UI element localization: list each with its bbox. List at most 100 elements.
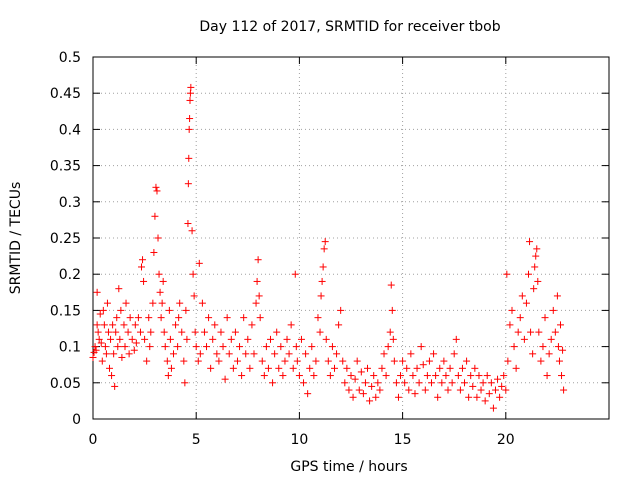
data-point (417, 343, 425, 351)
data-point (108, 372, 116, 380)
data-point (559, 346, 567, 354)
data-point (97, 339, 105, 347)
data-point (196, 350, 204, 358)
data-point (187, 83, 195, 91)
data-point (93, 321, 101, 329)
data-point (102, 350, 110, 358)
data-point (378, 364, 386, 372)
data-point (106, 364, 114, 372)
data-point (450, 350, 458, 358)
data-point (192, 343, 200, 351)
x-tick-label: 10 (290, 432, 308, 448)
data-point (502, 386, 510, 394)
data-point (527, 328, 535, 336)
data-point (389, 335, 397, 343)
data-point (423, 372, 431, 380)
data-point (209, 335, 217, 343)
data-point (185, 125, 193, 133)
data-point (198, 299, 206, 307)
data-point (115, 285, 123, 293)
data-point (289, 364, 297, 372)
data-point (353, 357, 361, 365)
x-axis-label: GPS time / hours (290, 459, 407, 475)
y-tick-label: 0 (72, 412, 81, 428)
data-point (183, 335, 191, 343)
data-point (380, 350, 388, 358)
data-point (555, 357, 563, 365)
data-point (473, 393, 481, 401)
data-point (427, 379, 435, 387)
y-tick-label: 0.3 (59, 195, 81, 211)
data-point (310, 372, 318, 380)
data-point (165, 306, 173, 314)
data-point (330, 364, 338, 372)
x-tick-labels: 0 5 10 15 20 (89, 432, 515, 448)
data-point (111, 382, 119, 390)
data-point (432, 372, 440, 380)
data-point (229, 364, 237, 372)
data-point (96, 310, 104, 318)
x-tick-label: 20 (497, 432, 515, 448)
data-point (554, 343, 562, 351)
data-point (430, 350, 438, 358)
data-point (300, 379, 308, 387)
data-point (211, 321, 219, 329)
data-point (306, 364, 314, 372)
data-point (518, 292, 526, 300)
data-point (382, 372, 390, 380)
data-point (194, 357, 202, 365)
data-point (314, 314, 322, 322)
data-point (126, 314, 134, 322)
y-axis-label: SRMTID / TECUs (8, 182, 24, 295)
data-point (128, 335, 136, 343)
data-point (545, 350, 553, 358)
data-point (236, 343, 244, 351)
data-point (347, 372, 355, 380)
data-point (489, 404, 497, 412)
data-point (514, 328, 522, 336)
data-point (219, 343, 227, 351)
data-point (231, 328, 239, 336)
data-point (256, 314, 264, 322)
data-point (440, 357, 448, 365)
data-point (357, 368, 365, 376)
data-point (150, 248, 158, 256)
data-point (337, 306, 345, 314)
data-point (549, 306, 557, 314)
data-point (238, 372, 246, 380)
data-point (91, 343, 99, 351)
data-point (368, 382, 376, 390)
data-point (248, 321, 256, 329)
data-point (297, 335, 305, 343)
data-point (532, 252, 540, 260)
data-point (207, 364, 215, 372)
data-point (533, 245, 541, 253)
data-point (376, 386, 384, 394)
data-point (446, 364, 454, 372)
data-point (264, 364, 272, 372)
data-point (141, 335, 149, 343)
data-point (295, 372, 303, 380)
data-point (326, 372, 334, 380)
data-point (191, 328, 199, 336)
data-point (167, 364, 175, 372)
data-point (345, 386, 353, 394)
data-point (498, 382, 506, 390)
data-point (101, 343, 109, 351)
data-point (370, 372, 378, 380)
data-point (114, 343, 122, 351)
data-point (316, 328, 324, 336)
data-point (394, 393, 402, 401)
data-point (293, 357, 301, 365)
data-point (503, 270, 511, 278)
data-point (223, 314, 231, 322)
data-point (463, 357, 471, 365)
data-point (520, 335, 528, 343)
data-point (436, 364, 444, 372)
data-point (161, 343, 169, 351)
data-point (258, 357, 266, 365)
data-point (456, 386, 464, 394)
data-point (186, 115, 194, 123)
